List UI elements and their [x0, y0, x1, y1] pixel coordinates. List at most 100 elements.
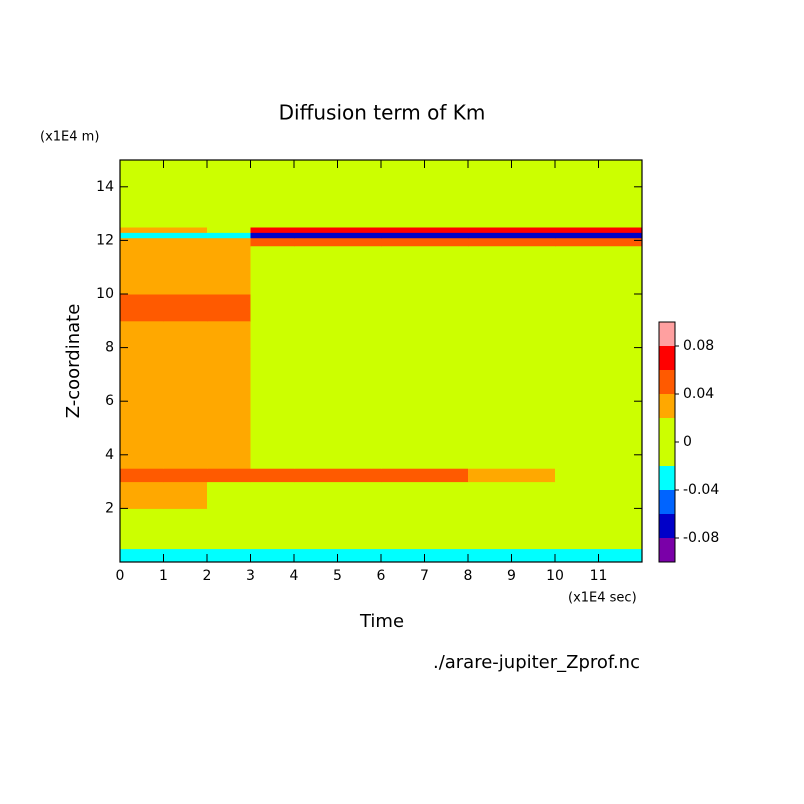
field-cell	[250, 160, 295, 228]
field-cell	[468, 232, 556, 239]
colorbar-band	[659, 466, 675, 490]
y-axis-label: Z-coordinate	[63, 304, 84, 419]
field-cell	[207, 548, 251, 563]
field-cell	[120, 294, 164, 322]
field-cell	[555, 508, 643, 550]
field-cell	[207, 227, 251, 233]
field-cell	[555, 294, 643, 322]
field-cell	[468, 468, 556, 483]
field-cell	[163, 245, 208, 295]
x-tick-label: 8	[464, 568, 473, 584]
field-cell	[250, 294, 295, 322]
y-tick-label: 10	[96, 286, 114, 302]
field-cell	[555, 245, 643, 295]
field-cell	[207, 237, 251, 247]
field-cell	[294, 237, 382, 247]
field-cell	[381, 468, 469, 483]
y-tick-label: 14	[96, 179, 114, 195]
x-tick-label: 1	[159, 568, 168, 584]
colorbar-tick-label: -0.04	[683, 482, 719, 498]
file-name: ./arare-jupiter_Zprof.nc	[433, 652, 640, 673]
field-cell	[207, 232, 251, 239]
field-cell	[120, 508, 164, 550]
field-cell	[381, 294, 469, 322]
field-cell	[207, 245, 251, 295]
y-tick-label: 2	[105, 500, 114, 516]
x-tick-label: 4	[290, 568, 299, 584]
x-axis-label: Time	[359, 611, 404, 632]
field-cell	[120, 320, 164, 349]
field-cell	[294, 232, 382, 239]
field-cell	[163, 237, 208, 247]
field-cell	[294, 245, 382, 295]
field-cell	[250, 468, 295, 483]
field-cell	[250, 347, 295, 429]
field-cell	[207, 160, 251, 228]
field-cell	[120, 237, 164, 247]
y-unit: (x1E4 m)	[40, 130, 99, 145]
field-cell	[294, 227, 382, 233]
field-cell	[250, 320, 295, 349]
x-tick-label: 9	[507, 568, 516, 584]
field-cell	[250, 245, 295, 295]
field-cell	[381, 428, 469, 469]
field-cell	[250, 237, 295, 247]
field-cell	[294, 508, 382, 550]
y-tick-label: 6	[105, 393, 114, 409]
x-tick-label: 3	[246, 568, 255, 584]
field-cell	[163, 227, 208, 233]
field-cell	[555, 468, 643, 483]
field-cell	[163, 160, 208, 228]
x-tick-label: 6	[377, 568, 386, 584]
colorbar-band	[659, 370, 675, 394]
field-cell	[555, 347, 643, 429]
x-tick-label: 11	[590, 568, 608, 584]
field-cell	[381, 227, 469, 233]
field-cell	[120, 548, 164, 563]
field-cell	[163, 320, 208, 349]
field-cell	[120, 428, 164, 469]
x-tick-label: 2	[203, 568, 212, 584]
field-cell	[294, 160, 382, 228]
field-cell	[381, 237, 469, 247]
field-cell	[555, 320, 643, 349]
y-tick-label: 4	[105, 447, 114, 463]
field-cell	[381, 320, 469, 349]
field-cell	[163, 548, 208, 563]
field-cell	[207, 294, 251, 322]
field-cell	[120, 481, 164, 509]
field-cell	[250, 508, 295, 550]
field-cell	[381, 508, 469, 550]
x-tick-label: 10	[546, 568, 564, 584]
chart-title: Diffusion term of Km	[279, 101, 486, 125]
colorbar-band	[659, 514, 675, 538]
field-cell	[468, 237, 556, 247]
field-cell	[381, 245, 469, 295]
field-cell	[163, 294, 208, 322]
field-cell	[207, 481, 251, 509]
field-cell	[555, 481, 643, 509]
field-cell	[468, 347, 556, 429]
field-cell	[207, 428, 251, 469]
field-cell	[163, 508, 208, 550]
x-tick-label: 0	[116, 568, 125, 584]
field-cell	[163, 481, 208, 509]
field-cell	[381, 232, 469, 239]
field-cell	[207, 320, 251, 349]
field-cell	[468, 294, 556, 322]
colorbar-band	[659, 418, 675, 466]
field-cell	[468, 320, 556, 349]
field-cell	[555, 160, 643, 228]
y-tick-label: 8	[105, 340, 114, 356]
field-cell	[250, 548, 295, 563]
colorbar-band	[659, 394, 675, 418]
colorbar-tick-label: 0.08	[683, 338, 714, 354]
field-cell	[120, 227, 164, 233]
field-cell	[468, 227, 556, 233]
colorbar-tick-label: 0.04	[683, 386, 714, 402]
field-cell	[468, 508, 556, 550]
colorbar-band	[659, 538, 675, 562]
field-cell	[555, 227, 643, 233]
field-cell	[555, 237, 643, 247]
